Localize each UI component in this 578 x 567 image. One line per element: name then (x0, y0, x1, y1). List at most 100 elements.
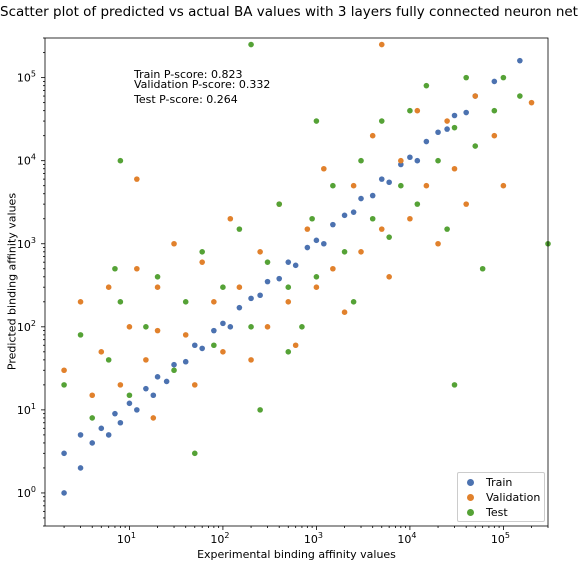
train-point (350, 209, 357, 215)
validation-point (227, 215, 234, 222)
test-point (105, 357, 112, 363)
test-point (117, 299, 124, 305)
test-point (248, 324, 254, 330)
plot-frame (44, 37, 549, 527)
validation-point (134, 176, 140, 182)
validation-point (248, 357, 254, 363)
validation-point (191, 382, 198, 388)
validation-point (61, 367, 67, 374)
series-train (61, 57, 523, 496)
legend-item-validation: Validation (458, 490, 544, 505)
test-point (143, 324, 149, 330)
validation-point (154, 327, 161, 334)
test-point (491, 107, 498, 114)
validation-p-score-annotation: Validation P-score: 0.332 (134, 78, 271, 91)
test-point (171, 367, 177, 374)
test-point (472, 143, 479, 149)
y-tick-label: 104 (17, 153, 36, 168)
validation-point (407, 215, 413, 222)
legend-label-validation: Validation (486, 491, 541, 504)
validation-point (292, 342, 299, 349)
train-point (414, 157, 421, 164)
test-point (451, 382, 458, 388)
train-p-score-annotation: Train P-score: 0.823 (134, 68, 243, 81)
validation-point (341, 309, 348, 315)
train-point (150, 392, 157, 399)
train-point (423, 138, 430, 145)
test-point (299, 324, 305, 330)
validation-point (264, 324, 271, 330)
legend-label-test: Test (486, 506, 508, 519)
validation-point (378, 226, 385, 232)
train-point (98, 425, 105, 432)
train-point (77, 465, 84, 471)
train-point (220, 320, 226, 327)
validation-point (398, 157, 404, 164)
test-p-score-annotation: Test P-score: 0.264 (134, 93, 238, 106)
train-point (491, 78, 498, 85)
train-point (341, 212, 348, 219)
y-tick-label: 102 (17, 319, 36, 334)
x-tick-label: 102 (210, 531, 229, 546)
train-point (369, 192, 376, 199)
y-axis-label: Predicted binding affinity values (5, 192, 19, 371)
validation-point (150, 415, 157, 421)
validation-point (444, 118, 450, 124)
test-point (479, 265, 486, 272)
validation-point (220, 349, 226, 355)
axes-layer: 101 102 103 104 105 100 101 102 103 104 105 (17, 37, 549, 546)
validation-point (378, 41, 385, 48)
test-point (500, 74, 507, 81)
test-point (191, 450, 198, 457)
train-point (77, 432, 84, 438)
test-point (398, 182, 404, 189)
validation-point (500, 182, 507, 189)
validation-point (98, 349, 105, 355)
test-point (358, 157, 364, 164)
validation-point (491, 132, 498, 139)
y-tick-label: 100 (17, 485, 36, 500)
series-test (61, 41, 551, 457)
test-point (386, 234, 392, 240)
train-point (330, 221, 336, 228)
train-point (517, 57, 523, 64)
test-point (378, 118, 385, 124)
validation-point (199, 259, 205, 265)
train-point (358, 195, 364, 202)
test-swatch (467, 509, 474, 516)
validation-point (386, 274, 392, 280)
x-tick-label: 104 (397, 531, 416, 546)
train-point (304, 244, 311, 251)
test-point (276, 201, 283, 207)
train-point (435, 129, 441, 136)
test-point (264, 259, 271, 265)
chart-title: Scatter plot of predicted vs actual BA v… (0, 4, 578, 20)
test-point (309, 215, 315, 222)
train-point (313, 237, 320, 244)
train-point (444, 126, 450, 132)
train-point (199, 345, 205, 352)
test-point (330, 182, 336, 189)
train-point (61, 490, 67, 496)
validation-point (528, 99, 535, 106)
validation-point (154, 284, 161, 290)
test-point (444, 226, 450, 232)
train-point (227, 324, 234, 330)
train-point (105, 432, 112, 438)
train-point (257, 292, 263, 299)
test-point (117, 157, 124, 164)
train-point (182, 358, 189, 365)
train-point (117, 419, 124, 426)
train-point (143, 385, 149, 392)
validation-point (451, 165, 458, 172)
validation-point (77, 299, 84, 305)
test-point (350, 299, 357, 305)
legend: Train Validation Test (457, 472, 545, 522)
test-point (414, 201, 421, 207)
x-tick-label: 103 (304, 531, 323, 546)
legend-item-test: Test (458, 505, 544, 520)
validation-point (257, 249, 263, 255)
test-point (463, 74, 469, 81)
test-point (211, 342, 217, 349)
validation-point (105, 284, 112, 290)
